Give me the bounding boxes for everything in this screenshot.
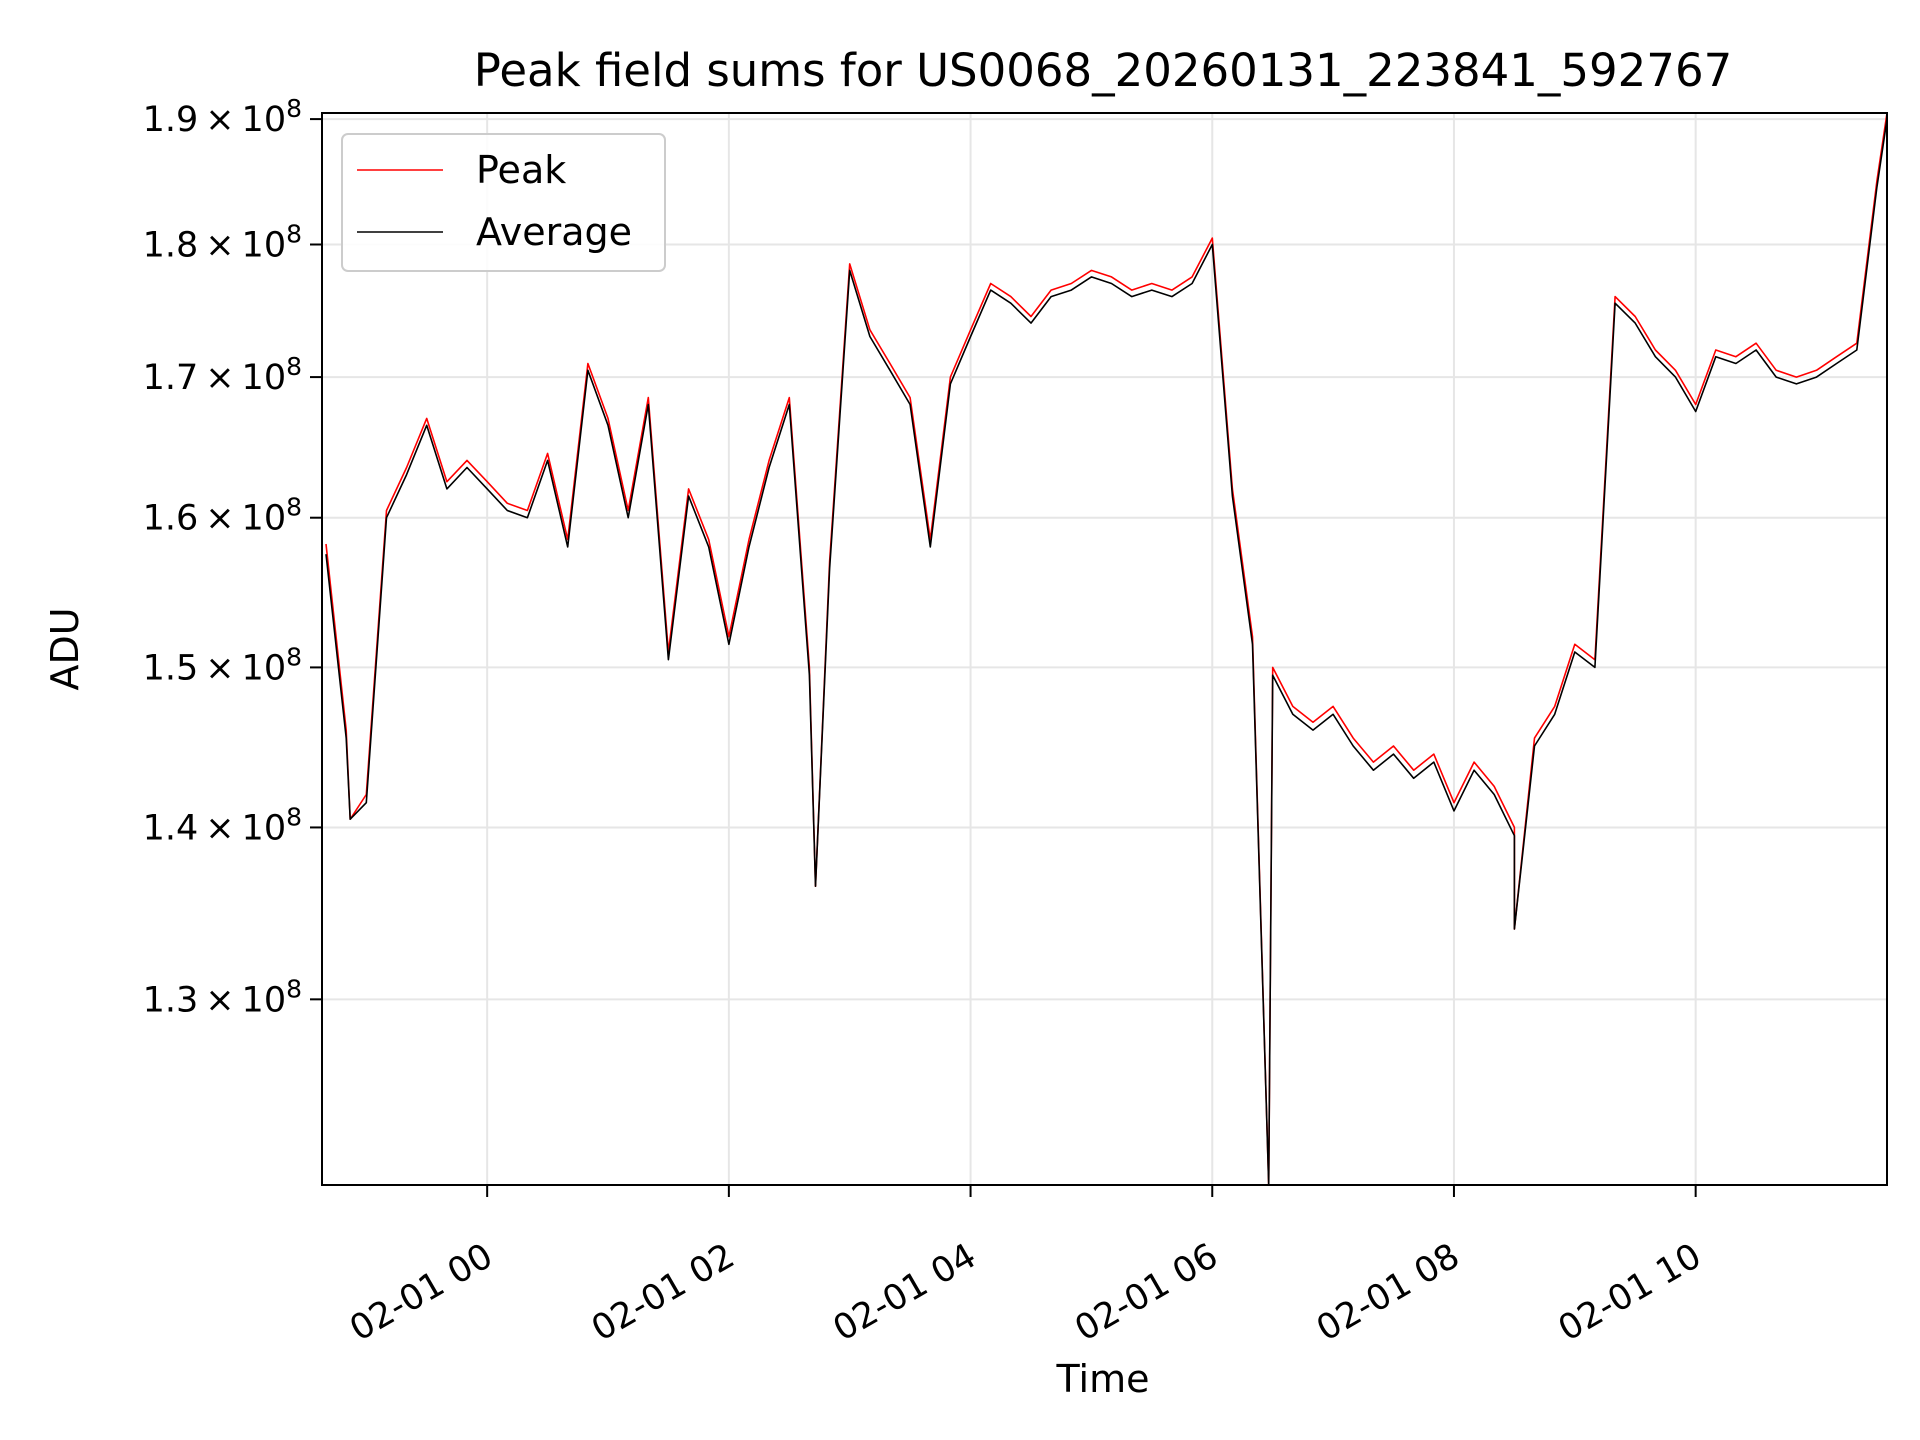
legend: Peak Average — [341, 133, 666, 272]
x-axis-label: Time — [1056, 1357, 1150, 1401]
y-tick-mantissa: 1.6 — [143, 499, 199, 539]
y-tick-times: × 10 — [198, 648, 286, 688]
y-tick-label: 1.8 × 108 — [143, 220, 302, 266]
y-tick-mantissa: 1.3 — [143, 980, 199, 1020]
y-tick-exponent: 8 — [286, 802, 302, 831]
y-tick-label: 1.3 × 108 — [143, 974, 302, 1020]
y-tick-exponent: 8 — [286, 974, 302, 1003]
y-tick-times: × 10 — [198, 808, 286, 848]
y-tick-mantissa: 1.8 — [143, 226, 199, 266]
legend-box — [341, 133, 666, 272]
y-tick-label: 1.7 × 108 — [143, 352, 302, 398]
y-tick-label: 1.6 × 108 — [143, 493, 302, 539]
y-tick-exponent: 8 — [286, 642, 302, 671]
y-tick-label: 1.4 × 108 — [143, 802, 302, 848]
y-tick-times: × 10 — [198, 980, 286, 1020]
y-tick-mantissa: 1.7 — [143, 358, 199, 398]
y-tick-times: × 10 — [198, 499, 286, 539]
y-tick-exponent: 8 — [286, 493, 302, 522]
y-tick-exponent: 8 — [286, 220, 302, 249]
y-tick-times: × 10 — [198, 100, 286, 140]
legend-label-average: Average — [476, 210, 632, 254]
y-tick-label: 1.9 × 108 — [143, 94, 302, 140]
y-tick-mantissa: 1.9 — [143, 100, 199, 140]
y-tick-label: 1.5 × 108 — [143, 642, 302, 688]
y-tick-times: × 10 — [198, 358, 286, 398]
plot-frame — [321, 112, 1888, 1186]
y-tick-times: × 10 — [198, 226, 286, 266]
legend-label-peak: Peak — [476, 148, 566, 192]
chart-title: Peak field sums for US0068_20260131_2238… — [474, 44, 1732, 97]
series-layer — [325, 112, 1888, 1186]
y-tick-mantissa: 1.4 — [143, 808, 199, 848]
y-axis-label: ADU — [43, 607, 87, 690]
y-tick-exponent: 8 — [286, 352, 302, 381]
y-tick-mantissa: 1.5 — [143, 648, 199, 688]
y-tick-exponent: 8 — [286, 94, 302, 123]
